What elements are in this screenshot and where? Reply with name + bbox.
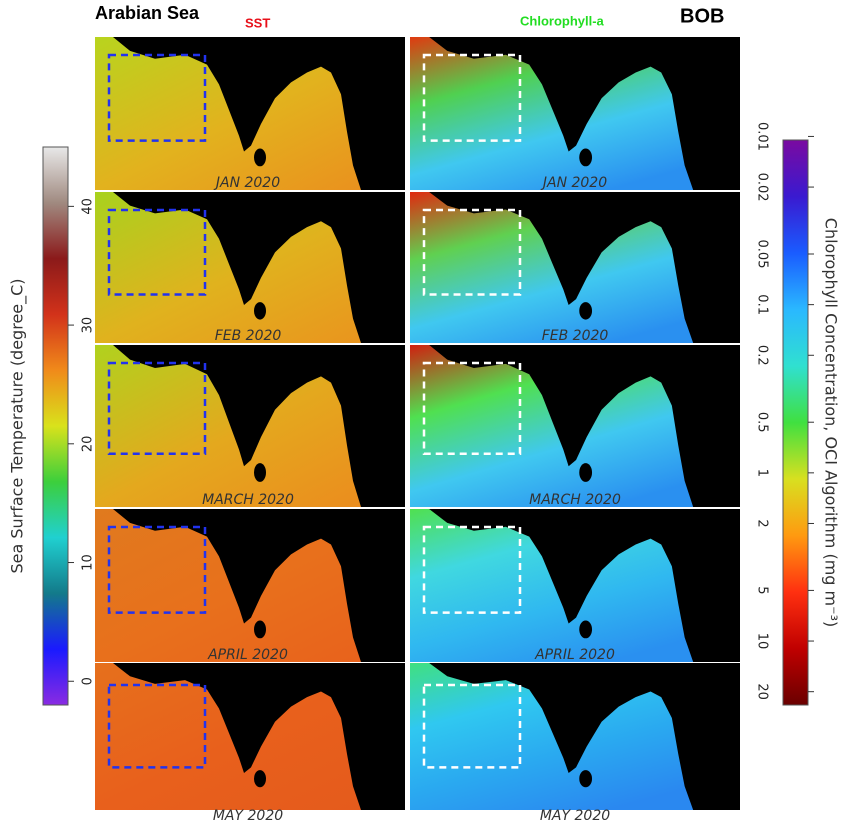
- sst-panel-label: FEB 2020: [215, 328, 282, 344]
- colorbar-tick-label: 10: [755, 633, 770, 650]
- chl-panel-label: APRIL 2020: [534, 647, 615, 663]
- colorbar-tick-label: 5: [755, 586, 770, 594]
- study-box: [107, 683, 207, 769]
- sst-map: [95, 663, 405, 810]
- chl-map: [410, 192, 740, 343]
- colorbar-tick-label: 40: [81, 198, 96, 215]
- sst-panel-label: APRIL 2020: [207, 647, 288, 663]
- study-box: [422, 525, 522, 614]
- study-box: [107, 53, 207, 142]
- sst-map: [95, 509, 405, 662]
- sst-title: SST: [245, 15, 270, 30]
- chl-panel-label: MAY 2020: [540, 808, 610, 824]
- chl-map: [410, 37, 740, 191]
- colorbar-tick-label: 10: [81, 554, 96, 571]
- study-box: [107, 208, 207, 296]
- chl-title: Chlorophyll-a: [520, 13, 605, 28]
- sst-panel-label: MAY 2020: [213, 808, 283, 824]
- colorbar-label: Chlorophyll Concentration, OCI Algorithm…: [822, 218, 841, 627]
- colorbar-tick-label: 2: [755, 519, 770, 527]
- left-title: Arabian Sea: [95, 3, 200, 23]
- chl-map: [410, 345, 740, 507]
- study-box: [422, 361, 522, 455]
- colorbar: [42, 146, 69, 706]
- colorbar-tick-label: 0.5: [755, 412, 770, 433]
- chl-map: [410, 509, 740, 662]
- study-box: [107, 361, 207, 455]
- chl-panel-label: FEB 2020: [542, 328, 609, 344]
- colorbar-tick-label: 0.05: [755, 240, 770, 269]
- study-box: [422, 683, 522, 769]
- study-box: [422, 208, 522, 296]
- chl-panel-label: MARCH 2020: [529, 492, 621, 508]
- sst-map: [95, 192, 405, 343]
- colorbar-tick-label: 20: [755, 683, 770, 700]
- colorbar-tick-label: 30: [81, 317, 96, 334]
- sst-panel-label: JAN 2020: [213, 175, 280, 191]
- sst-map: [95, 345, 405, 507]
- chl-panel-label: JAN 2020: [540, 175, 607, 191]
- colorbar-tick-label: 0.1: [755, 294, 770, 315]
- sst-panel-label: MARCH 2020: [202, 492, 294, 508]
- colorbar-tick-label: 0.02: [755, 173, 770, 202]
- sst-map: [95, 37, 405, 191]
- colorbar-label: Sea Surface Temperature (degree_C): [8, 278, 28, 573]
- colorbar-tick-label: 0: [81, 677, 96, 685]
- colorbar: [782, 139, 809, 706]
- colorbar-tick-label: 1: [755, 469, 770, 477]
- study-box: [107, 525, 207, 614]
- right-title: BOB: [680, 5, 724, 27]
- chl-map: [410, 663, 740, 810]
- colorbar-tick-label: 20: [81, 436, 96, 453]
- colorbar-tick-label: 0.2: [755, 345, 770, 366]
- colorbar-tick-label: 0.01: [755, 122, 770, 151]
- study-box: [422, 53, 522, 142]
